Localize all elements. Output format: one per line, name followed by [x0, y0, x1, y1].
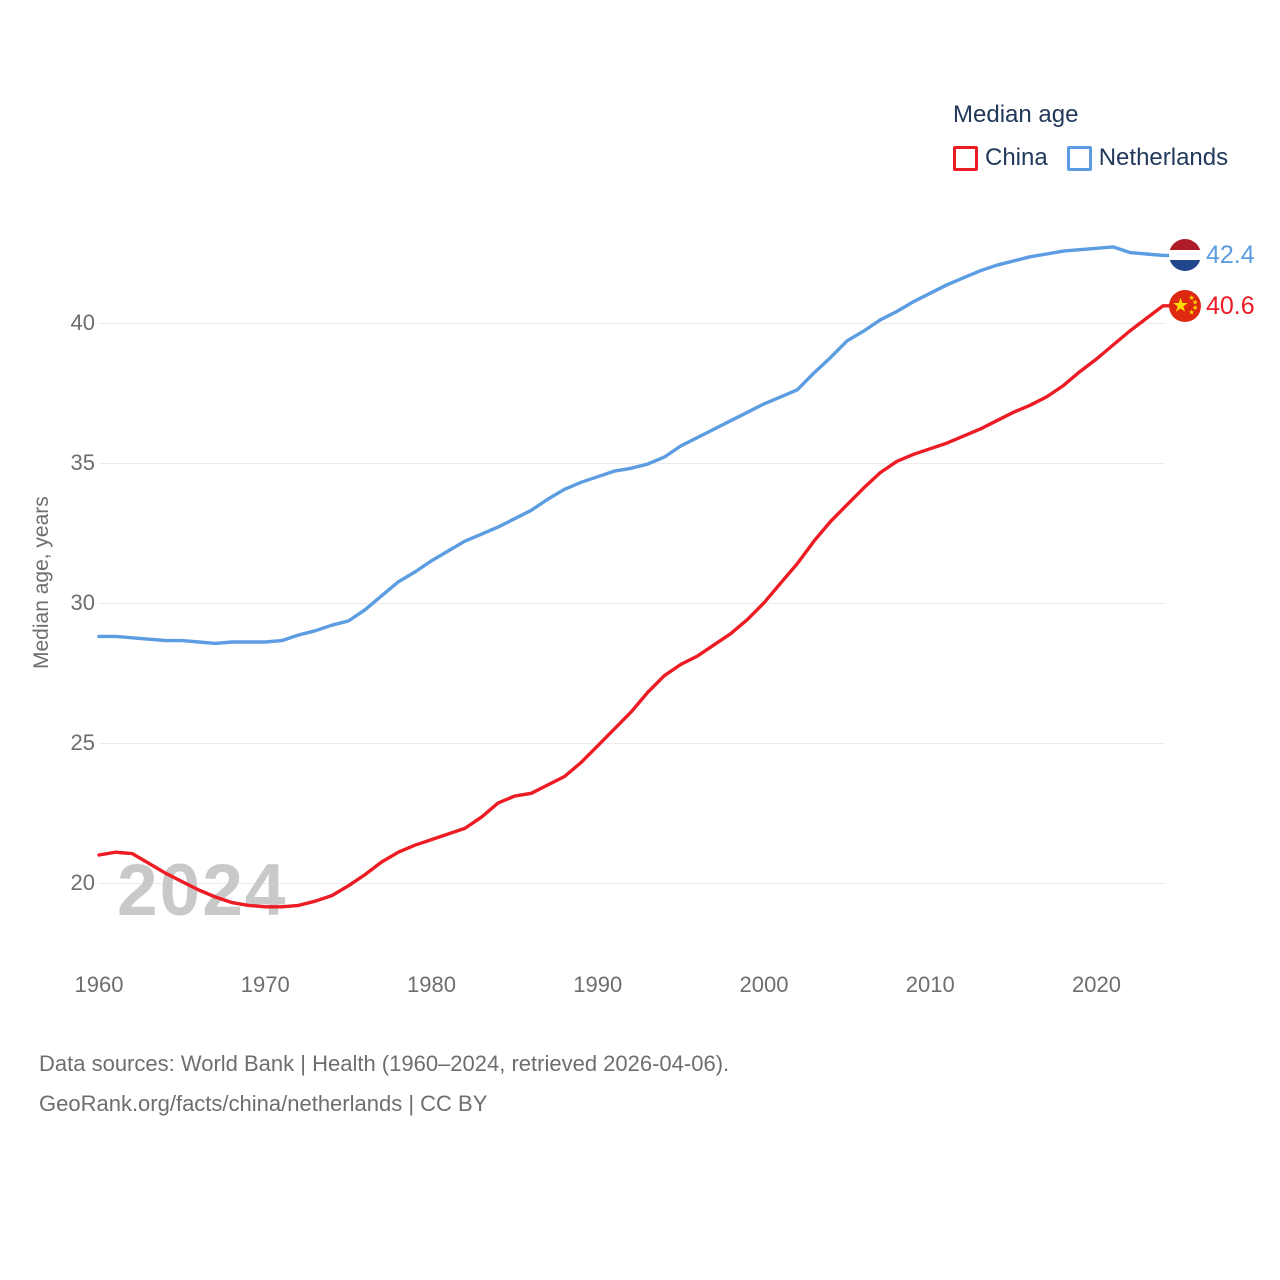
legend-items: China Netherlands	[953, 144, 1228, 172]
legend-item-netherlands[interactable]: Netherlands	[1066, 144, 1229, 172]
netherlands-flag-icon	[1169, 239, 1201, 271]
gridline-y-35	[99, 462, 1165, 464]
legend-item-china[interactable]: China	[953, 144, 1048, 172]
gridline-y-30	[99, 602, 1165, 604]
x-tick-label: 2010	[905, 972, 955, 997]
x-tick-label: 1970	[240, 972, 290, 997]
x-tick-label: 1980	[407, 972, 456, 997]
y-tick-label: 35	[70, 449, 95, 475]
end-value-netherlands: 42.4	[1206, 241, 1255, 269]
y-tick-label: 30	[70, 589, 95, 615]
legend-swatch-netherlands[interactable]	[1066, 145, 1092, 171]
gridline-y-25	[99, 742, 1165, 744]
x-tick-label: 2020	[1072, 972, 1121, 997]
legend-item-label: Netherlands	[1098, 144, 1229, 171]
legend-swatch-china[interactable]	[953, 145, 978, 171]
legend-item-label: China	[985, 144, 1048, 171]
svg-text:★: ★	[1189, 309, 1195, 317]
svg-text:★: ★	[1192, 299, 1198, 307]
footer: Data sources: World Bank | Health (1960–…	[39, 1044, 729, 1124]
svg-text:★: ★	[1192, 304, 1198, 312]
footer-sources: Data sources: World Bank | Health (1960–…	[39, 1051, 730, 1076]
end-value-china: 40.6	[1206, 292, 1255, 320]
svg-text:★: ★	[1172, 295, 1189, 317]
legend: Median age China Netherlands	[953, 101, 1228, 172]
footer-attribution: GeoRank.org/facts/china/netherlands | CC…	[39, 1091, 488, 1116]
y-tick-label: 25	[70, 729, 95, 755]
x-tick-label: 1960	[74, 972, 124, 997]
gridline-y-40	[99, 322, 1165, 324]
x-tick-label: 2000	[739, 972, 789, 997]
line-netherlands[interactable]	[97, 245, 1172, 646]
y-tick-label: 40	[70, 309, 95, 335]
legend-title: Median age	[953, 101, 1079, 128]
x-tick-label: 1990	[573, 972, 623, 997]
y-tick-label: 20	[70, 870, 95, 895]
china-flag-icon: ★ ★ ★ ★ ★	[1169, 290, 1201, 322]
gridline-y-20	[99, 883, 1165, 884]
line-china[interactable]	[97, 304, 1172, 909]
svg-text:★: ★	[1189, 294, 1195, 302]
